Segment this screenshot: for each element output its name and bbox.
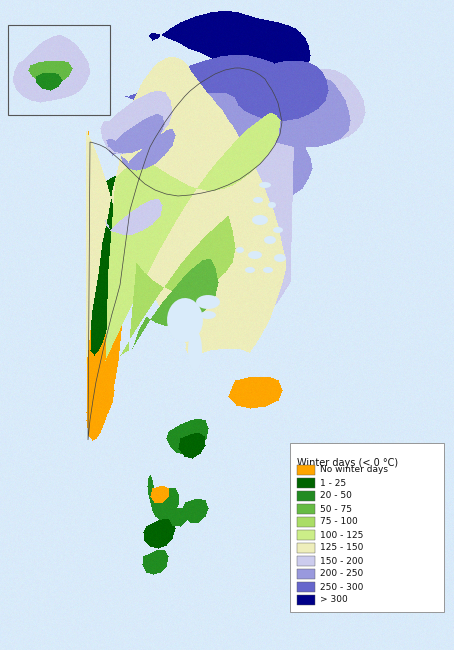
Text: 75 - 100: 75 - 100	[320, 517, 358, 526]
Polygon shape	[252, 215, 268, 225]
Text: 125 - 150: 125 - 150	[320, 543, 363, 552]
Polygon shape	[200, 311, 216, 319]
Polygon shape	[167, 298, 203, 342]
Text: 20 - 50: 20 - 50	[320, 491, 352, 500]
Text: Winter days (< 0 °C): Winter days (< 0 °C)	[297, 458, 398, 468]
Polygon shape	[264, 236, 276, 244]
Polygon shape	[188, 330, 202, 370]
Bar	[297, 491, 315, 501]
Polygon shape	[196, 295, 220, 309]
Polygon shape	[274, 254, 286, 262]
Polygon shape	[248, 251, 262, 259]
Bar	[297, 465, 315, 475]
Text: 200 - 250: 200 - 250	[320, 569, 363, 578]
Bar	[297, 504, 315, 514]
Polygon shape	[236, 247, 244, 253]
Text: 1 - 25: 1 - 25	[320, 478, 346, 488]
Bar	[297, 582, 315, 592]
Bar	[297, 530, 315, 540]
Bar	[297, 556, 315, 566]
FancyBboxPatch shape	[290, 443, 444, 612]
Polygon shape	[273, 227, 283, 233]
Text: 50 - 75: 50 - 75	[320, 504, 352, 514]
Bar	[297, 543, 315, 553]
Bar	[297, 517, 315, 527]
Text: No winter days: No winter days	[320, 465, 388, 474]
Text: 250 - 300: 250 - 300	[320, 582, 363, 592]
Polygon shape	[245, 267, 255, 273]
Text: > 300: > 300	[320, 595, 348, 604]
Bar	[297, 478, 315, 488]
Polygon shape	[253, 197, 263, 203]
Polygon shape	[268, 202, 276, 208]
Polygon shape	[263, 267, 273, 273]
Text: 100 - 125: 100 - 125	[320, 530, 363, 540]
Bar	[297, 595, 315, 605]
Bar	[297, 569, 315, 579]
Text: 150 - 200: 150 - 200	[320, 556, 363, 566]
Polygon shape	[259, 182, 271, 188]
